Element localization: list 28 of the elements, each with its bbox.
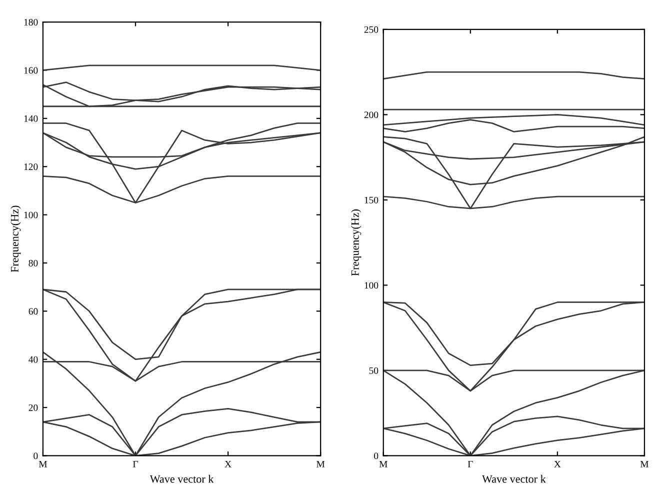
x-axis-title: Wave vector k xyxy=(482,474,546,483)
y-tick-label: 150 xyxy=(364,196,378,204)
y-tick-label: 0 xyxy=(374,452,378,460)
x-tick-label: Γ xyxy=(468,460,473,468)
y-tick-label: 250 xyxy=(364,26,378,33)
y-tick-label: 180 xyxy=(24,18,38,26)
y-tick-label: 160 xyxy=(24,67,38,74)
x-tick-label: Γ xyxy=(132,460,138,468)
x-tick-label: M xyxy=(640,460,649,468)
x-tick-label: M xyxy=(316,460,325,468)
y-tick-label: 0 xyxy=(34,452,38,460)
y-tick-label: 20 xyxy=(28,404,38,411)
y-tick-label: 50 xyxy=(369,367,378,374)
y-tick-label: 80 xyxy=(28,260,38,266)
y-tick-label: 100 xyxy=(24,212,38,218)
x-axis-title: Wave vector k xyxy=(150,474,214,483)
y-tick-label: 120 xyxy=(24,164,38,170)
y-tick-label: 40 xyxy=(28,356,38,363)
y-tick-label: 140 xyxy=(24,115,38,122)
x-tick-label: X xyxy=(554,460,561,468)
y-tick-label: 100 xyxy=(364,282,378,289)
x-tick-label: M xyxy=(379,460,388,468)
y-axis-title: Frequency(Hz) xyxy=(351,209,362,276)
y-tick-label: 60 xyxy=(28,308,38,315)
x-tick-label: M xyxy=(38,460,47,468)
y-tick-label: 200 xyxy=(364,112,378,118)
x-tick-label: X xyxy=(224,460,232,468)
y-axis-title: Frequency(Hz) xyxy=(10,206,21,272)
